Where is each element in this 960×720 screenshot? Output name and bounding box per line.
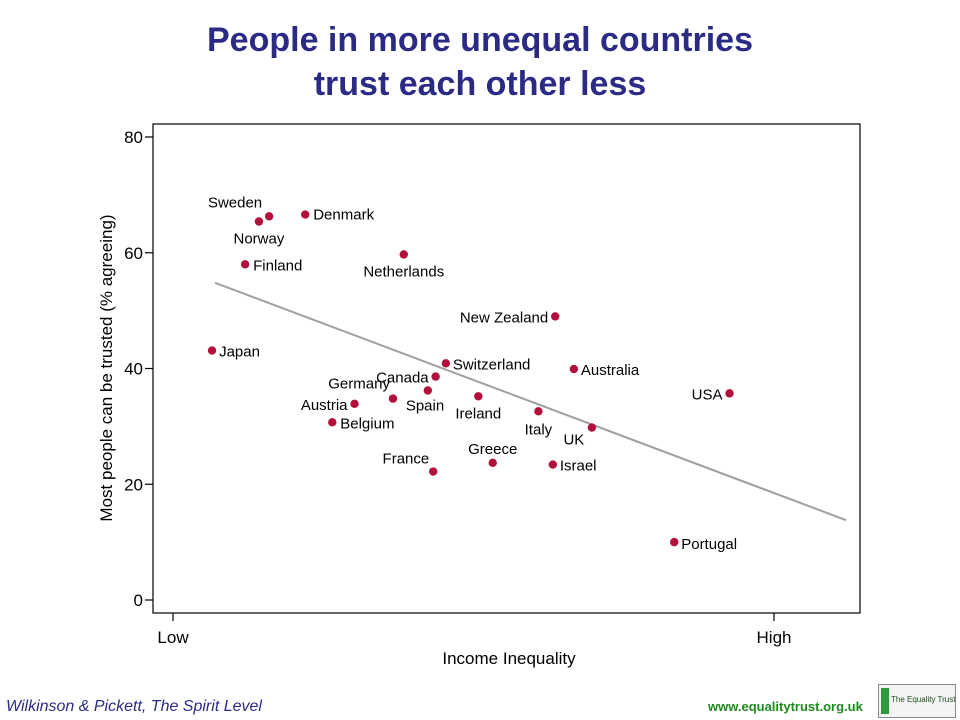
label-ireland: Ireland bbox=[455, 405, 501, 422]
label-austria: Austria bbox=[301, 397, 348, 414]
label-canada: Canada bbox=[376, 370, 429, 387]
label-switzerland: Switzerland bbox=[453, 356, 531, 373]
point-germany bbox=[388, 394, 398, 403]
point-spain bbox=[423, 386, 433, 395]
label-portugal: Portugal bbox=[681, 536, 737, 553]
label-sweden: Sweden bbox=[208, 194, 262, 211]
point-australia bbox=[569, 364, 579, 374]
point-portugal bbox=[670, 537, 679, 547]
label-finland: Finland bbox=[253, 257, 302, 274]
logo-bar-icon bbox=[881, 688, 889, 714]
point-new-zealand bbox=[551, 312, 560, 321]
scatter-chart: 0 20 40 60 80 Low High Sweden Norway Denmark Fin… bbox=[97, 123, 861, 668]
label-norway: Norway bbox=[234, 230, 285, 247]
label-denmark: Denmark bbox=[313, 207, 374, 224]
label-uk: UK bbox=[563, 432, 584, 449]
chart-title: People in more unequal countries trust e… bbox=[0, 18, 960, 106]
point-israel bbox=[548, 460, 558, 469]
x-axis-title: Income Inequality bbox=[442, 649, 576, 668]
point-japan bbox=[207, 346, 217, 355]
point-finland bbox=[240, 260, 250, 269]
point-norway bbox=[254, 217, 264, 226]
label-israel: Israel bbox=[560, 458, 597, 475]
title-line-2: trust each other less bbox=[313, 65, 647, 103]
y-tick-label: 20 bbox=[124, 475, 143, 494]
y-tick-label: 60 bbox=[124, 244, 143, 263]
x-axis: Low High bbox=[157, 613, 791, 647]
y-axis: 0 20 40 60 80 bbox=[124, 128, 153, 610]
point-canada bbox=[431, 372, 440, 381]
logo-text: The Equality Trust bbox=[891, 695, 956, 704]
label-australia: Australia bbox=[581, 362, 640, 379]
label-netherlands: Netherlands bbox=[363, 263, 444, 280]
point-belgium bbox=[328, 418, 337, 427]
point-ireland bbox=[474, 392, 483, 401]
label-new-zealand: New Zealand bbox=[460, 309, 548, 326]
point-uk bbox=[587, 423, 597, 432]
equality-trust-logo: The Equality Trust bbox=[878, 684, 956, 718]
label-belgium: Belgium bbox=[340, 415, 394, 432]
point-switzerland bbox=[441, 359, 451, 368]
point-sweden bbox=[264, 212, 274, 221]
title-line-1: People in more unequal countries bbox=[207, 21, 753, 59]
label-usa: USA bbox=[692, 386, 723, 403]
data-points bbox=[207, 210, 734, 547]
x-tick-label: High bbox=[757, 628, 792, 647]
trend-line bbox=[214, 281, 847, 522]
point-labels: Sweden Norway Denmark Finland Netherlands Jap… bbox=[208, 194, 737, 553]
source-citation: Wilkinson & Pickett, The Spirit Level bbox=[6, 698, 262, 715]
label-france: France bbox=[383, 451, 430, 468]
point-denmark bbox=[301, 210, 310, 219]
label-japan: Japan bbox=[219, 344, 260, 361]
point-france bbox=[429, 467, 438, 476]
y-tick-label: 80 bbox=[124, 128, 143, 147]
website-link[interactable]: www.equalitytrust.org.uk bbox=[708, 699, 863, 714]
point-greece bbox=[488, 458, 497, 468]
label-spain: Spain bbox=[406, 397, 444, 414]
point-netherlands bbox=[399, 250, 408, 259]
point-austria bbox=[350, 399, 359, 409]
point-usa bbox=[725, 389, 734, 398]
label-greece: Greece bbox=[468, 441, 517, 458]
label-germany: Germany bbox=[328, 376, 390, 393]
y-tick-label: 40 bbox=[124, 360, 143, 379]
y-axis-title: Most people can be trusted (% agreeing) bbox=[97, 214, 116, 521]
y-tick-label: 0 bbox=[134, 591, 143, 610]
point-italy bbox=[534, 407, 543, 416]
label-italy: Italy bbox=[525, 421, 553, 438]
x-tick-label: Low bbox=[157, 628, 189, 647]
